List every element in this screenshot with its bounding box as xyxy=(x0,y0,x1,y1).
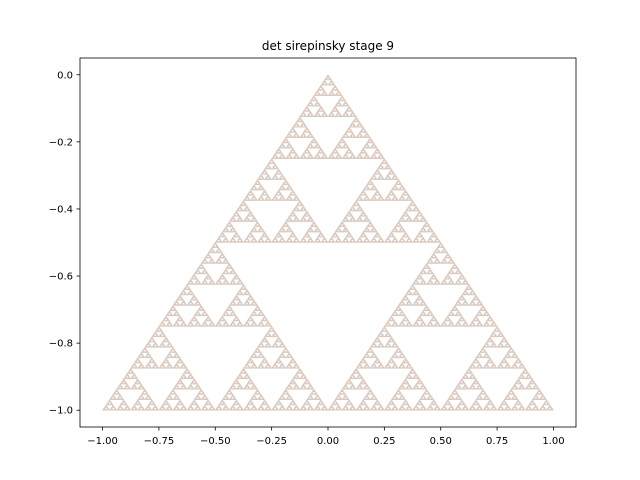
y-tick-label: −0.6 xyxy=(49,272,73,283)
x-tick-label: 1.00 xyxy=(542,436,564,447)
chart-title: det sirepinsky stage 9 xyxy=(262,39,394,53)
axes-frame xyxy=(79,57,577,428)
y-tick-label: −1.0 xyxy=(49,406,73,417)
plot-area xyxy=(101,74,555,411)
x-tick-label: −1.00 xyxy=(87,436,118,447)
x-tick-label: −0.50 xyxy=(200,436,231,447)
x-tick-label: 0.75 xyxy=(486,436,508,447)
x-tick-label: 0.00 xyxy=(317,436,339,447)
y-tick-label: 0.0 xyxy=(57,70,73,81)
sierpinski-fractal-series xyxy=(101,74,555,411)
y-axis: 0.0 −0.2 −0.4 −0.6 −0.8 −1.0 xyxy=(49,70,80,417)
y-tick-label: −0.4 xyxy=(49,204,73,215)
x-tick-label: −0.25 xyxy=(256,436,287,447)
x-tick-label: 0.25 xyxy=(373,436,395,447)
y-tick-label: −0.2 xyxy=(49,137,73,148)
x-axis: −1.00 −0.75 −0.50 −0.25 0.00 0.25 0.50 0.75 1.00 xyxy=(87,427,565,447)
x-tick-label: −0.75 xyxy=(144,436,175,447)
y-tick-label: −0.8 xyxy=(49,339,73,350)
x-tick-label: 0.50 xyxy=(430,436,452,447)
